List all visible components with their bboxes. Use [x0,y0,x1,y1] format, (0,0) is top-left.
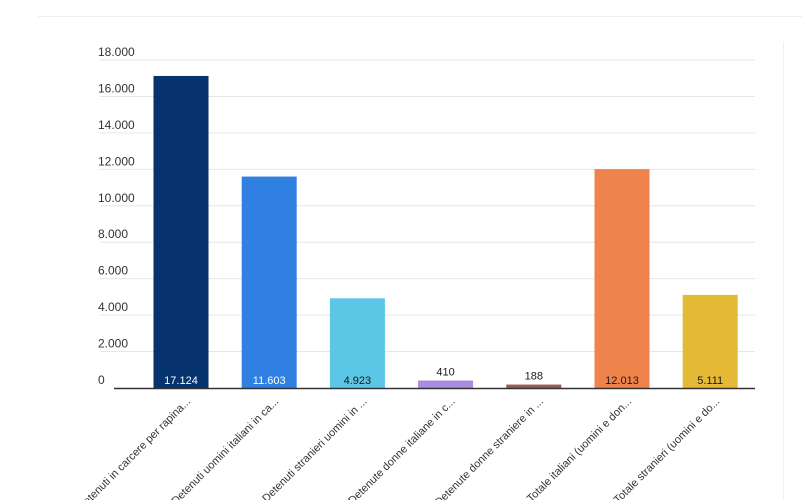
data-label: 12.013 [605,375,639,387]
bar[interactable] [241,176,297,388]
data-label: 188 [525,371,543,383]
category-label: Detenute donne italiane in c... [346,396,457,500]
y-tick-label: 8.000 [98,227,128,241]
data-label: 17.124 [164,375,198,387]
top-divider [38,16,802,17]
bar[interactable] [594,169,650,388]
y-tick-label: 10.000 [98,191,135,205]
data-label: 410 [436,367,454,379]
category-label: Detenuti uomini italiani in ca... [169,396,281,500]
data-labels: 17.124 11.603 4.923 410 188 12.013 5.111 [164,367,723,387]
data-label: 4.923 [344,375,372,387]
y-tick-label: 6.000 [98,264,128,278]
y-tick-label: 12.000 [98,154,135,168]
bar[interactable] [418,380,474,388]
y-axis-ticks: 0 2.000 4.000 6.000 8.000 10.000 12.000 14.000 1… [98,45,135,387]
bar[interactable] [682,294,738,388]
bar[interactable] [506,384,562,388]
y-tick-label: 16.000 [98,81,135,95]
bar[interactable] [153,75,209,388]
data-label: 11.603 [253,375,286,387]
right-divider [783,42,784,500]
bars [153,75,738,388]
category-label: Detenuti stranieri uomini in ... [260,396,369,500]
y-tick-label: 2.000 [98,337,128,351]
bar[interactable] [329,298,385,388]
y-tick-label: 18.000 [98,45,135,59]
data-label: 5.111 [697,375,723,387]
y-tick-label: 0 [98,373,105,387]
category-label: Totale italiani (uomini e don... [525,396,634,500]
y-tick-label: 14.000 [98,118,135,132]
category-label: Detenuti in carcere per rapina... [76,396,193,500]
y-tick-label: 4.000 [98,300,128,314]
category-label: Totale stranieri (uomini e do... [612,396,723,500]
category-labels: Detenuti in carcere per rapina...Detenut… [76,396,723,500]
